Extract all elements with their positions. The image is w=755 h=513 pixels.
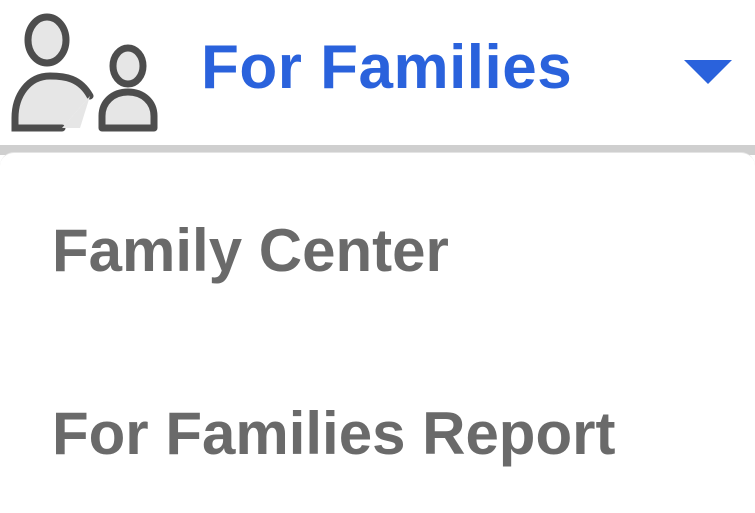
dropdown-title[interactable]: For Families xyxy=(201,33,573,102)
dropdown-menu: Family Center For Families Report xyxy=(0,152,755,513)
divider xyxy=(0,145,755,155)
menu-item-family-center[interactable]: Family Center xyxy=(52,217,449,284)
family-icon xyxy=(11,13,158,132)
menu-item-for-families-report[interactable]: For Families Report xyxy=(52,400,616,467)
dropdown-header[interactable]: For Families xyxy=(0,0,755,145)
caret-down-icon[interactable] xyxy=(684,60,732,84)
